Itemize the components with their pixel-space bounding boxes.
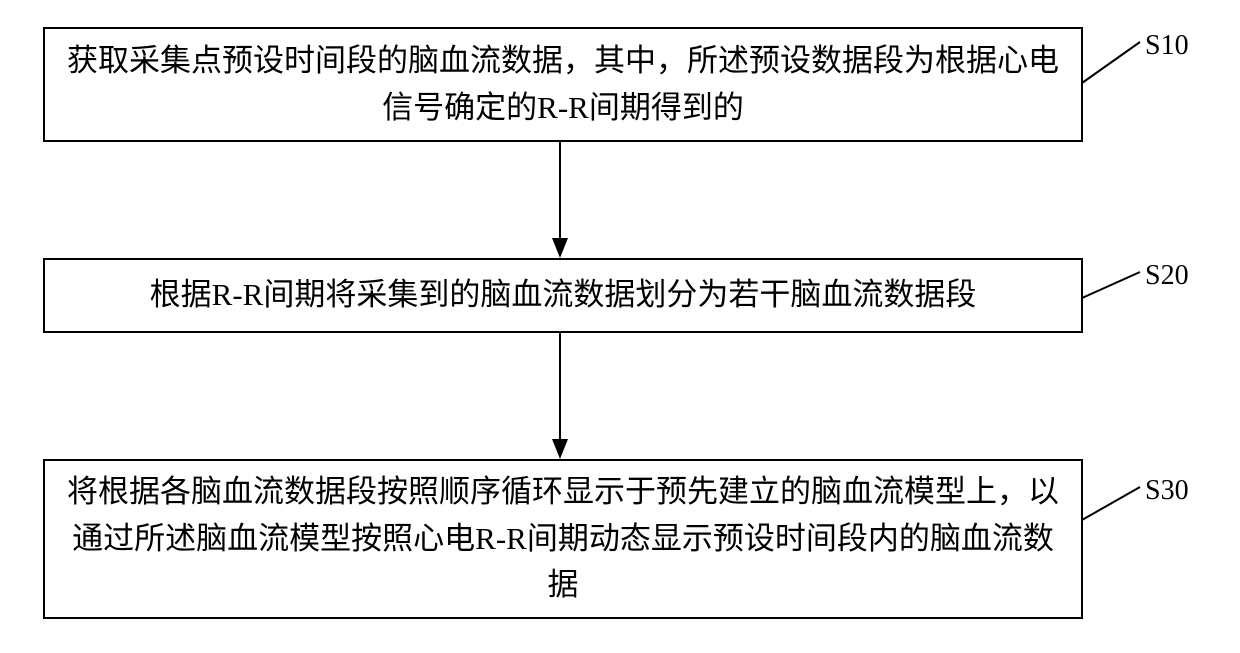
leader-line-s30 <box>0 0 1240 653</box>
step-label-s30: S30 <box>1145 475 1189 507</box>
flowchart-canvas: 获取采集点预设时间段的脑血流数据，其中，所述预设数据段为根据心电信号确定的R-R… <box>0 0 1240 653</box>
